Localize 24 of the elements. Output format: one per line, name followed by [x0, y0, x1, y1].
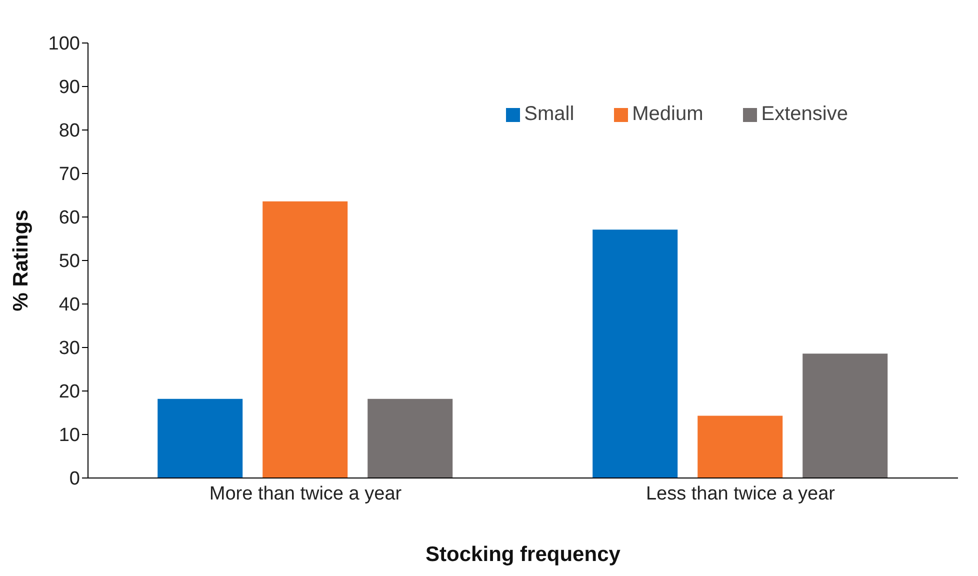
- y-tick-label: 50: [58, 251, 80, 272]
- bar: [158, 398, 243, 478]
- y-tick-label: 20: [58, 382, 80, 403]
- x-tick-label: More than twice a year: [209, 483, 402, 504]
- y-tick-label: 0: [69, 468, 80, 490]
- y-tick-label: 40: [58, 294, 80, 316]
- legend-label: Extensive: [761, 103, 848, 125]
- y-tick-label: 70: [58, 164, 80, 186]
- legend-label: Small: [524, 103, 574, 125]
- bar: [698, 416, 783, 478]
- y-tick-label: 100: [48, 34, 80, 55]
- y-tick-label: 60: [58, 208, 80, 229]
- y-tick-label: 90: [58, 77, 80, 98]
- x-tick-label: Less than twice a year: [646, 483, 836, 504]
- bar: [262, 201, 348, 478]
- y-axis-title: % Ratings: [9, 210, 32, 312]
- legend-label: Medium: [632, 103, 704, 125]
- x-axis-title: Stocking frequency: [426, 542, 621, 566]
- y-tick-label: 30: [58, 338, 80, 360]
- y-tick-label: 10: [58, 425, 80, 446]
- y-tick-label: 80: [58, 120, 80, 142]
- bar: [368, 398, 453, 478]
- bar: [592, 230, 678, 478]
- bar: [802, 354, 888, 478]
